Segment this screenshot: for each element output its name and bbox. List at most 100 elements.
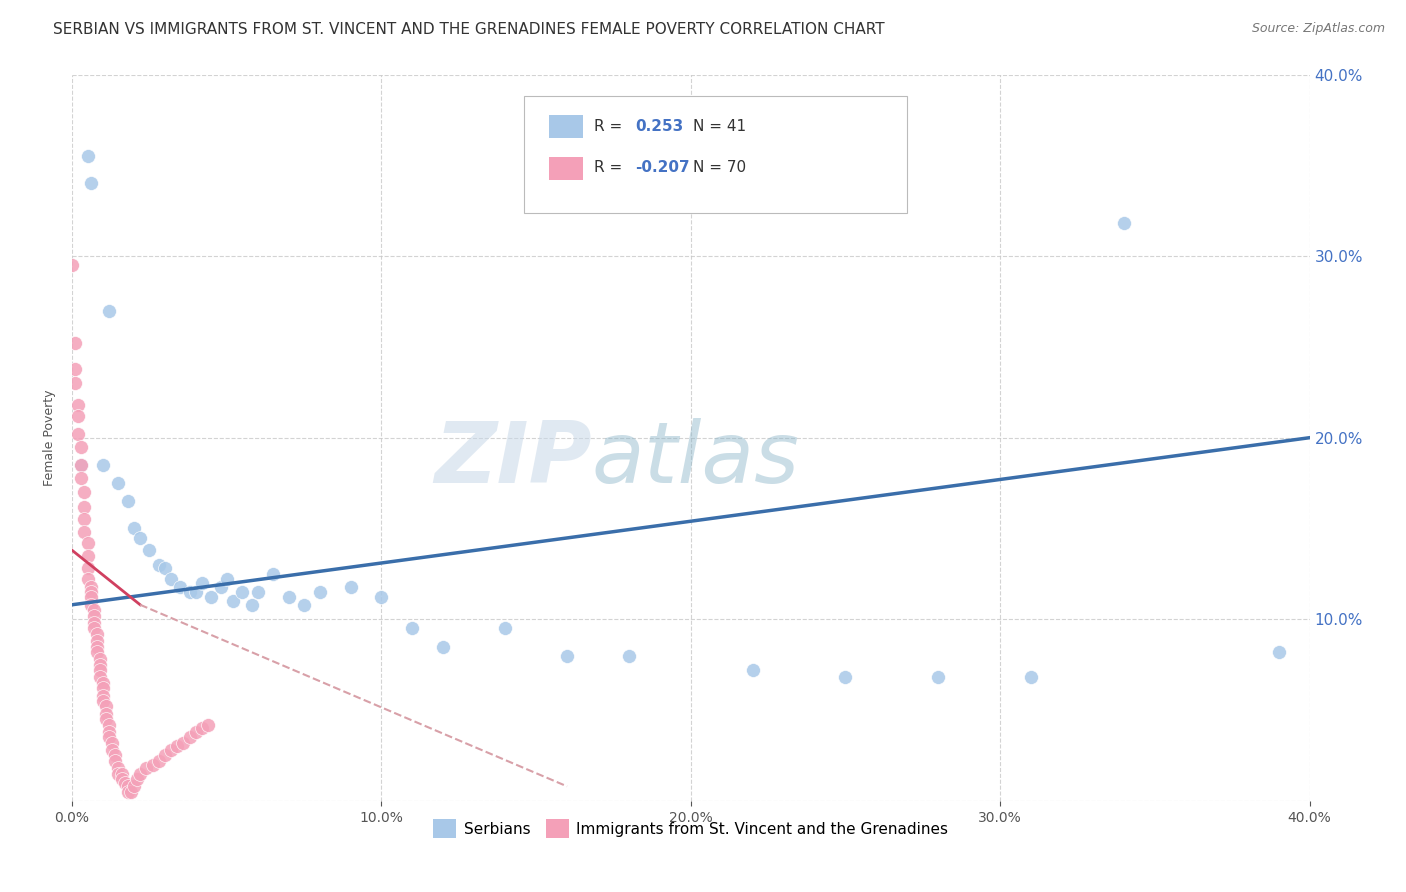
FancyBboxPatch shape bbox=[524, 96, 907, 212]
Point bbox=[292, 598, 315, 612]
Point bbox=[98, 724, 121, 739]
Point bbox=[246, 585, 269, 599]
Point bbox=[741, 663, 763, 677]
Point bbox=[277, 591, 299, 605]
Point bbox=[94, 706, 117, 721]
Point bbox=[79, 177, 101, 191]
Point bbox=[308, 585, 330, 599]
Point bbox=[262, 566, 284, 581]
Point bbox=[76, 549, 98, 563]
Text: -0.207: -0.207 bbox=[636, 160, 690, 175]
Point bbox=[117, 494, 139, 508]
Point bbox=[191, 576, 214, 591]
Point bbox=[76, 149, 98, 163]
Point bbox=[73, 500, 96, 514]
Point bbox=[107, 766, 129, 780]
Point bbox=[91, 676, 114, 690]
Point bbox=[179, 585, 201, 599]
Text: R =: R = bbox=[595, 120, 627, 135]
Text: atlas: atlas bbox=[592, 418, 800, 501]
Point bbox=[927, 670, 949, 684]
Point bbox=[401, 621, 423, 635]
Point bbox=[184, 724, 207, 739]
Point bbox=[110, 772, 132, 786]
Point bbox=[86, 645, 108, 659]
Point bbox=[76, 572, 98, 586]
Point bbox=[83, 621, 105, 635]
Point bbox=[1112, 216, 1135, 230]
Text: Source: ZipAtlas.com: Source: ZipAtlas.com bbox=[1251, 22, 1385, 36]
Point bbox=[494, 621, 516, 635]
Text: N = 41: N = 41 bbox=[693, 120, 747, 135]
Point bbox=[98, 717, 121, 731]
Point bbox=[107, 476, 129, 491]
Point bbox=[222, 594, 245, 608]
Point bbox=[370, 591, 392, 605]
Point bbox=[129, 766, 152, 780]
Point bbox=[191, 721, 214, 735]
Point bbox=[79, 580, 101, 594]
Point bbox=[339, 580, 361, 594]
Point bbox=[141, 757, 163, 772]
Point bbox=[169, 580, 191, 594]
Text: R =: R = bbox=[595, 160, 627, 175]
Point bbox=[160, 743, 183, 757]
Point bbox=[110, 766, 132, 780]
Y-axis label: Female Poverty: Female Poverty bbox=[44, 390, 56, 486]
Point bbox=[94, 712, 117, 726]
Point bbox=[432, 640, 454, 654]
Point bbox=[555, 648, 578, 663]
Point bbox=[107, 761, 129, 775]
Point bbox=[148, 558, 170, 572]
Point bbox=[120, 785, 142, 799]
Point bbox=[70, 458, 93, 472]
Point bbox=[215, 572, 238, 586]
Text: 0.253: 0.253 bbox=[636, 120, 683, 135]
Point bbox=[101, 743, 124, 757]
Point bbox=[98, 303, 121, 318]
Point bbox=[122, 780, 145, 794]
Point bbox=[83, 608, 105, 623]
Point bbox=[114, 775, 136, 789]
Point bbox=[184, 585, 207, 599]
Point bbox=[231, 585, 253, 599]
Point bbox=[76, 536, 98, 550]
Point bbox=[160, 572, 183, 586]
Point bbox=[70, 440, 93, 454]
Point bbox=[89, 670, 111, 684]
Point bbox=[197, 717, 219, 731]
Point bbox=[148, 754, 170, 768]
Point bbox=[67, 409, 90, 423]
Point bbox=[86, 627, 108, 641]
Point bbox=[63, 376, 86, 391]
Point bbox=[89, 663, 111, 677]
Point bbox=[89, 657, 111, 672]
Point bbox=[1267, 645, 1289, 659]
Point bbox=[617, 648, 640, 663]
Point bbox=[83, 603, 105, 617]
Point bbox=[70, 470, 93, 484]
Point bbox=[94, 699, 117, 714]
Point bbox=[138, 543, 160, 558]
Point bbox=[101, 736, 124, 750]
Point bbox=[89, 652, 111, 666]
Point bbox=[135, 761, 157, 775]
Point bbox=[98, 731, 121, 745]
Point bbox=[73, 485, 96, 500]
Point bbox=[122, 521, 145, 535]
Point bbox=[129, 531, 152, 545]
Point bbox=[166, 739, 188, 754]
Point bbox=[91, 681, 114, 696]
Point bbox=[91, 689, 114, 703]
Point bbox=[1019, 670, 1042, 684]
Point bbox=[91, 458, 114, 472]
Point bbox=[76, 561, 98, 575]
Point bbox=[91, 694, 114, 708]
Point bbox=[125, 772, 148, 786]
Point bbox=[79, 591, 101, 605]
Point bbox=[179, 731, 201, 745]
Point bbox=[104, 754, 127, 768]
Point bbox=[117, 780, 139, 794]
Point bbox=[834, 670, 856, 684]
Point bbox=[73, 512, 96, 526]
